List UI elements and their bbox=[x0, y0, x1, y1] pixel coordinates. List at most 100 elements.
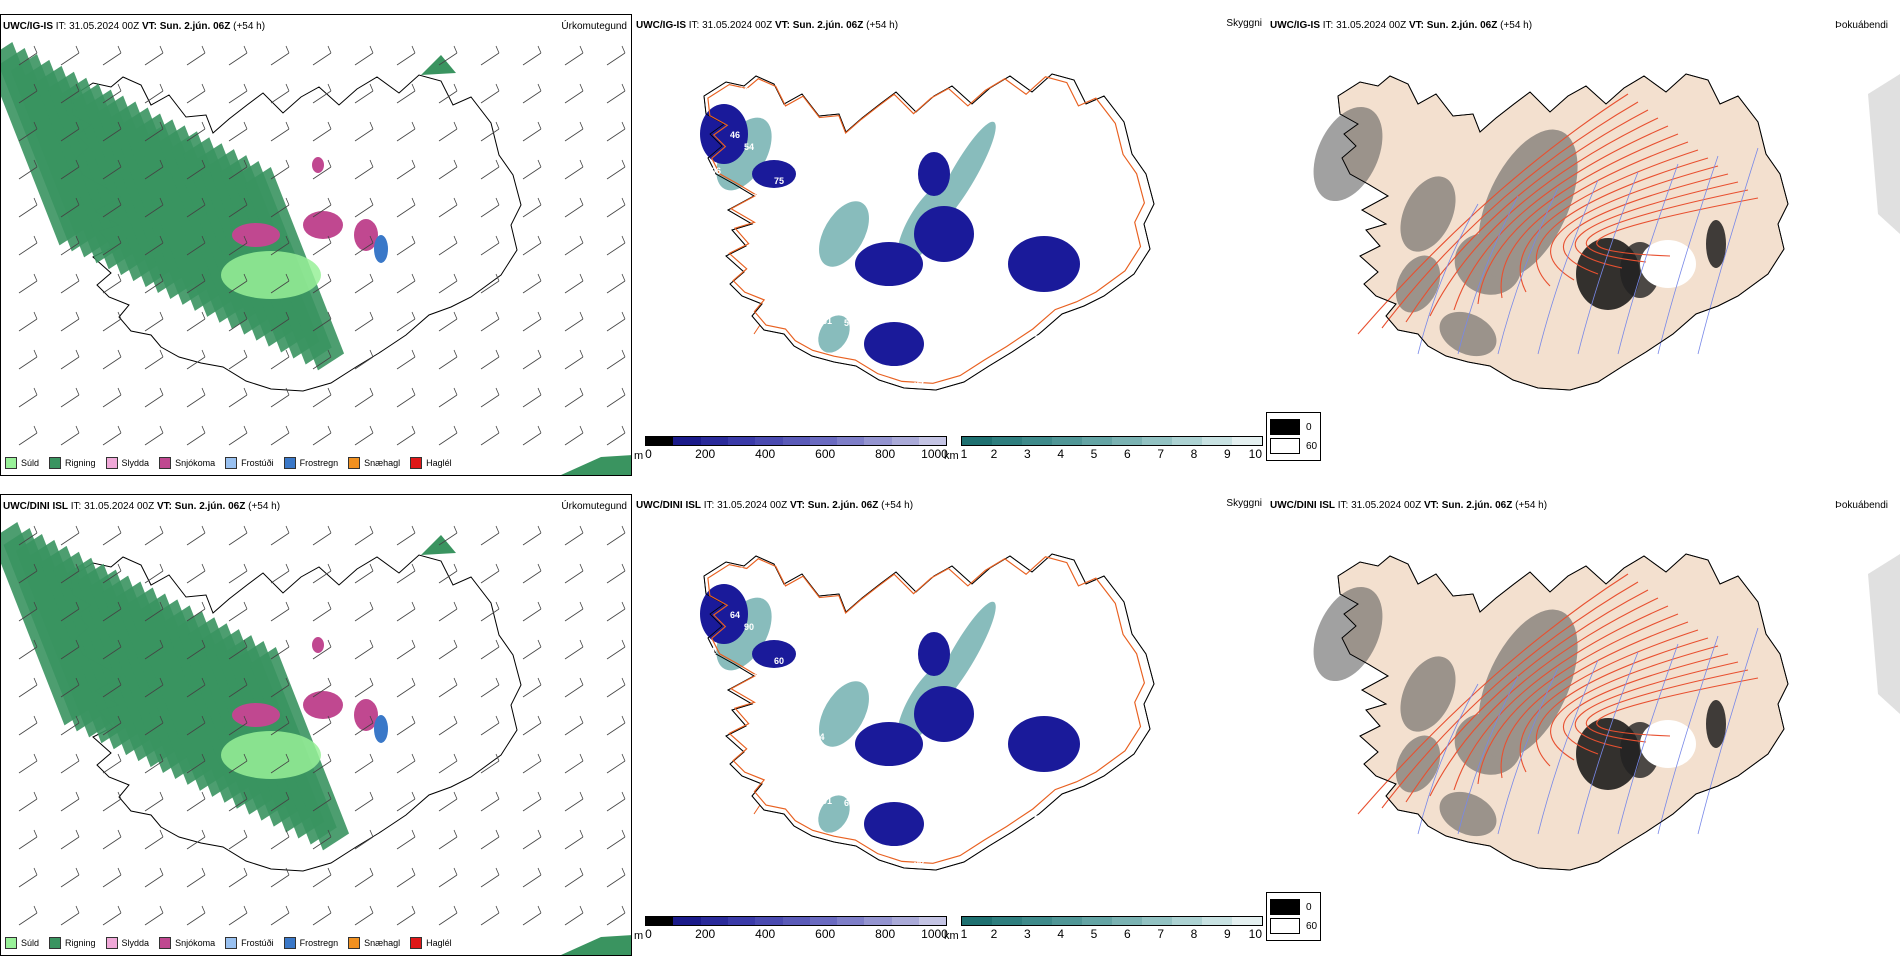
panel-title: Skyggni bbox=[1226, 18, 1262, 29]
ceiling-label: 64 bbox=[756, 760, 766, 770]
ceiling-label: 89 bbox=[790, 284, 800, 294]
rain-area bbox=[1, 522, 350, 851]
legend-swatch bbox=[159, 457, 172, 469]
fog-legend-swatch bbox=[1270, 918, 1300, 934]
model-label: UWC/IG-IS bbox=[636, 20, 686, 31]
ceiling-panel-bottom: UWC/DINI ISL IT: 31.05.2024 00Z VT: Sun.… bbox=[634, 494, 1266, 956]
colorbar-tick: 4 bbox=[1057, 927, 1065, 941]
ceiling-label: 55 bbox=[754, 188, 764, 198]
vt-label: VT: bbox=[156, 501, 172, 512]
ceiling-label: 69 bbox=[790, 764, 800, 774]
ceiling-label: 58 bbox=[756, 98, 766, 108]
it-label: IT: bbox=[688, 20, 700, 31]
ceiling-label: 64 bbox=[1018, 318, 1028, 328]
ceiling-label: 51 bbox=[754, 668, 764, 678]
ceiling-label: 114 bbox=[810, 732, 825, 742]
colorbar-cell bbox=[961, 917, 992, 925]
legend-item: Frostúði bbox=[225, 937, 274, 949]
legend-item: Slydda bbox=[105, 937, 150, 949]
lead-time: (+54 h) bbox=[1515, 500, 1548, 511]
legend-swatch bbox=[410, 457, 423, 469]
ceiling-label: 94 bbox=[964, 290, 974, 300]
fog-map bbox=[1313, 73, 1900, 391]
legend-swatch bbox=[283, 937, 296, 949]
colorbar-tick: 1000 bbox=[921, 447, 948, 461]
ceiling-label: 83 bbox=[764, 222, 774, 232]
colorbar-unit: km bbox=[944, 930, 959, 942]
model-label: UWC/IG-IS bbox=[3, 21, 53, 32]
colorbar-tick: 3 bbox=[1023, 927, 1031, 941]
vt-label: VT: bbox=[774, 20, 790, 31]
ceiling-label: 91 bbox=[822, 796, 832, 806]
colorbar-cell bbox=[837, 437, 865, 445]
legend-item: Snæhagl bbox=[348, 457, 400, 469]
colorbar-cell bbox=[1081, 437, 1112, 445]
ceiling-label: 49 bbox=[852, 282, 862, 292]
colorbar-cell bbox=[864, 437, 892, 445]
colorbar-tick: 200 bbox=[695, 927, 716, 941]
fog-legend-row: 0 bbox=[1270, 899, 1317, 915]
ceiling-label: 68 bbox=[874, 790, 884, 800]
legend-item: Haglél bbox=[410, 937, 452, 949]
colorbar-cell bbox=[1171, 437, 1202, 445]
colorbar-tick: 1000 bbox=[921, 927, 948, 941]
legend-label: Frostúði bbox=[241, 938, 274, 948]
lead-time: (+54 h) bbox=[866, 20, 899, 31]
precip-panel-top: UWC/IG-IS IT: 31.05.2024 00Z VT: Sun. 2.… bbox=[0, 14, 632, 476]
colorbar-cell bbox=[727, 917, 756, 925]
colorbar-cell bbox=[809, 437, 838, 445]
colorbar-tick: 7 bbox=[1157, 447, 1165, 461]
legend-label: Slydda bbox=[121, 938, 150, 948]
ceiling-label: 126 bbox=[964, 770, 979, 780]
ceiling-label: 53 bbox=[734, 566, 744, 576]
vt-label: VT: bbox=[141, 21, 157, 32]
ceiling-label: 89 bbox=[780, 266, 790, 276]
legend-swatch bbox=[105, 457, 118, 469]
panel-header: UWC/IG-IS IT: 31.05.2024 00Z VT: Sun. 2.… bbox=[636, 20, 898, 31]
ceiling-label: 46 bbox=[1062, 822, 1072, 832]
legend-item: Rigning bbox=[49, 937, 96, 949]
colorbar-cell bbox=[755, 437, 783, 445]
colorbar-tick: 8 bbox=[1190, 927, 1198, 941]
panel-header: UWC/DINI ISL IT: 31.05.2024 00Z VT: Sun.… bbox=[636, 500, 913, 511]
ceiling-label: 50 bbox=[1062, 342, 1072, 352]
colorbar-unit: km bbox=[944, 450, 959, 462]
colorbar-cell bbox=[1171, 917, 1202, 925]
colorbar-tick: 400 bbox=[755, 927, 776, 941]
vt-value: Sun. 2.jún. 06Z bbox=[792, 20, 864, 31]
colorbar-tick: 200 bbox=[695, 447, 716, 461]
legend-label: Súld bbox=[21, 458, 40, 468]
ceiling-label: 54 bbox=[914, 376, 924, 386]
colorbar-tick: 10 bbox=[1248, 927, 1263, 941]
fog-panel-bottom: UWC/DINI ISL IT: 31.05.2024 00Z VT: Sun.… bbox=[1268, 494, 1900, 956]
ceiling-label: 54 bbox=[744, 142, 754, 152]
colorbar-tick: 6 bbox=[1123, 927, 1131, 941]
ceiling-label: 86 bbox=[810, 252, 820, 262]
legend-item: Súld bbox=[5, 457, 39, 469]
legend-label: Slydda bbox=[121, 458, 150, 468]
visibility-colorbar-top: km 1 2 3 4 5 6 7 8 9 10 bbox=[944, 436, 1263, 462]
ceiling-colorbar-top: m 0 200 400 600 800 1000 bbox=[634, 436, 948, 462]
colorbar-tick: 7 bbox=[1157, 927, 1165, 941]
ceiling-label: 61 bbox=[1018, 798, 1028, 808]
legend-item: Snæhagl bbox=[348, 937, 400, 949]
precip-map bbox=[1, 42, 631, 475]
ceiling-panel-top: UWC/IG-IS IT: 31.05.2024 00Z VT: Sun. 2.… bbox=[634, 14, 1266, 476]
legend-swatch bbox=[283, 457, 296, 469]
legend-swatch bbox=[5, 457, 17, 469]
ceiling-label: 64 bbox=[730, 610, 740, 620]
vt-value: Sun. 2.jún. 06Z bbox=[807, 500, 879, 511]
legend-label: Snæhagl bbox=[364, 938, 401, 948]
precip-panel-bottom: UWC/DINI ISL IT: 31.05.2024 00Z VT: Sun.… bbox=[0, 494, 632, 956]
legend-label: Frostregn bbox=[299, 938, 339, 948]
colorbar-tick: 1 bbox=[960, 447, 968, 461]
ceiling-label: 106 bbox=[706, 166, 721, 176]
colorbar-tick: 800 bbox=[875, 927, 896, 941]
legend-swatch bbox=[225, 937, 238, 949]
legend-label: Rigning bbox=[65, 938, 96, 948]
precip-legend: Súld Rigning Slydda Snjókoma Frostúði Frostre… bbox=[5, 937, 452, 949]
colorbar-cell bbox=[646, 917, 674, 925]
ceiling-label: 61 bbox=[844, 798, 854, 808]
it-value: 31.05.2024 00Z bbox=[702, 20, 773, 31]
legend-swatch bbox=[159, 937, 172, 949]
